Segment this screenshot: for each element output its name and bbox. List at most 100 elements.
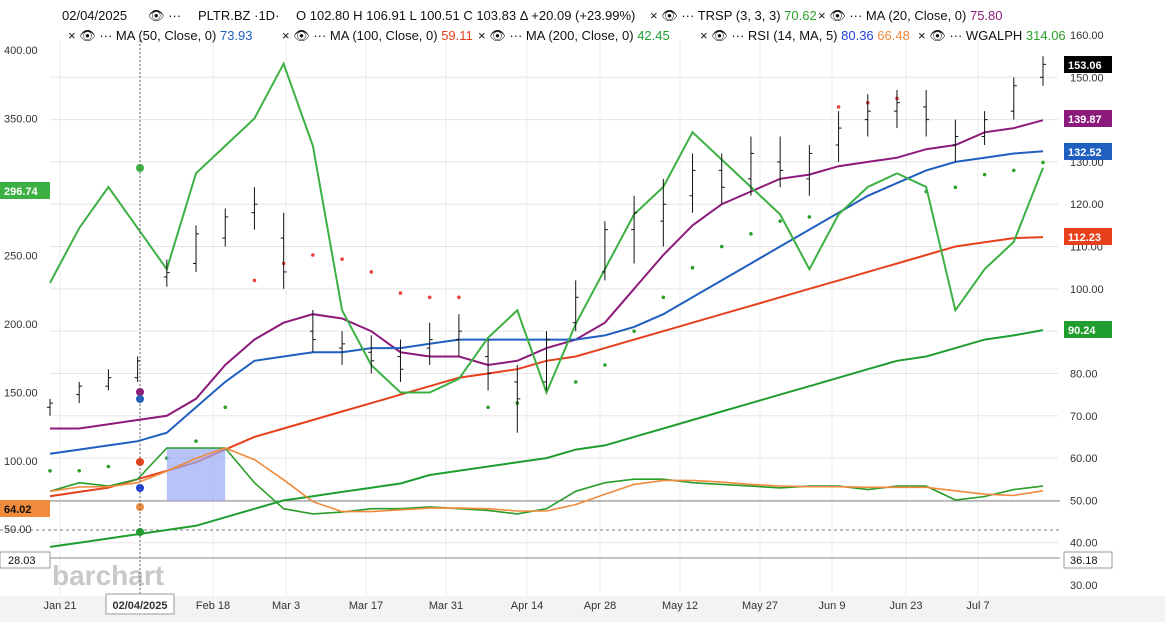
legend-ohlc: O 102.80 H 106.91 L 100.51 C 103.83 Δ +2… (296, 8, 635, 23)
close-icon: × 👁 ··· (700, 28, 748, 43)
legend-item[interactable]: × 👁 ··· MA (20, Close, 0) 75.80 (818, 8, 1003, 23)
wgalph-badge (0, 182, 50, 199)
legend-symbol: PLTR.BZ ·1D· (198, 8, 279, 23)
sar-dot (719, 244, 724, 249)
left-axis-tick: 100.00 (4, 456, 38, 468)
sar-dot (311, 253, 315, 257)
right-axis-tick: 150.00 (1070, 72, 1104, 84)
right-axis-tick: 80.00 (1070, 368, 1098, 380)
legend-item-value: 59.11 (441, 28, 473, 43)
ma100-badge (1064, 228, 1112, 245)
price-bar (777, 136, 784, 188)
price-bar (455, 314, 462, 357)
right-axis-tick: 50.00 (1070, 495, 1098, 507)
x-axis-tick: 02/04/2025 (112, 600, 167, 612)
legend-item[interactable]: × 👁 ··· MA (200, Close, 0) 42.45 (478, 28, 670, 43)
price-bar (893, 90, 900, 129)
price-bar (368, 335, 375, 374)
ma200-badge (1064, 321, 1112, 338)
price-bar (572, 280, 579, 332)
ma20-badge (1064, 110, 1112, 127)
legend-item-name: MA (200, Close, 0) (526, 28, 637, 43)
left-axis: 400.00350.00300.00250.00200.00150.00100.… (0, 45, 51, 569)
price-bar (747, 136, 754, 196)
x-axis-tick: Jun 9 (819, 600, 846, 612)
price-bar (251, 187, 258, 230)
ma50-badge-label: 132.52 (1068, 147, 1102, 159)
rsi-low-badge-label: 28.03 (8, 555, 36, 567)
x-axis-tick: May 12 (662, 600, 698, 612)
legend-item[interactable]: × 👁 ··· WGALPH 314.06 (918, 28, 1066, 43)
left-axis-tick: 250.00 (4, 251, 38, 263)
legend-indicators: × 👁 ··· TRSP (3, 3, 3) 70.62 × 👁 ··· MA (… (68, 8, 1066, 43)
left-axis-tick: 150.00 (4, 388, 38, 400)
x-axis-band (0, 596, 1165, 622)
rsi-ma-badge (0, 500, 50, 517)
legend-item-value: 75.80 (970, 8, 1003, 23)
price-bar (1040, 56, 1046, 86)
legend-item-name: MA (100, Close, 0) (330, 28, 441, 43)
ma100-badge-label: 112.23 (1068, 232, 1101, 244)
x-axis: Jan 21 02/04/2025 Feb 18 Mar 3 Mar 17 Mar 31 A… (43, 593, 990, 615)
price-bar (806, 145, 813, 196)
legend-item-name: TRSP (3, 3, 3) (698, 8, 784, 23)
legend-item-name: WGALPH (966, 28, 1026, 43)
rsi-ma-badge-label: 64.02 (4, 504, 32, 516)
sar-dot (573, 380, 578, 384)
price-bar (835, 111, 842, 162)
ma200-badge-label: 90.24 (1068, 325, 1096, 337)
x-axis-tick: Apr 14 (511, 600, 543, 612)
right-axis-tick: 120.00 (1070, 199, 1104, 211)
price-bar (718, 153, 725, 205)
ma50-marker (136, 395, 144, 403)
price-badge (1064, 56, 1112, 73)
sar-dot (252, 278, 257, 283)
right-axis-tick: 30.00 (1070, 580, 1098, 592)
close-icon: × 👁 ··· (478, 28, 526, 43)
sar-dot (77, 468, 82, 473)
sar-dot (603, 363, 607, 367)
legend-item[interactable]: × 👁 ··· RSI (14, MA, 5) 80.36 66.48 (700, 28, 910, 43)
price-bar (923, 90, 930, 137)
eye-icon[interactable]: 👁 ··· (148, 8, 181, 23)
sar-dots (48, 96, 1045, 473)
price-bar (981, 111, 988, 145)
legend-header: 02/04/2025 👁 ··· PLTR.BZ ·1D· O 102.80 H… (62, 8, 635, 23)
x-axis-tick: May 27 (742, 600, 778, 612)
sar-dot (48, 468, 52, 473)
sar-dot (194, 439, 198, 443)
right-axis-tick: 70.00 (1070, 411, 1098, 423)
sar-dot (749, 232, 753, 236)
close-icon: × 👁 ··· (68, 28, 116, 43)
x-axis-tick: Jan 21 (43, 600, 76, 612)
legend-item-value2: 66.48 (874, 28, 910, 43)
legend-item-name: RSI (14, MA, 5) (748, 28, 841, 43)
wgalph-badge-label: 296.74 (4, 186, 39, 198)
legend-item[interactable]: × 👁 ··· MA (100, Close, 0) 59.11 (282, 28, 473, 43)
price-bar (309, 310, 316, 353)
legend-item[interactable]: × 👁 ··· TRSP (3, 3, 3) 70.62 (650, 8, 817, 23)
sar-dot (457, 295, 461, 300)
grid-lines (0, 40, 1165, 622)
rsi-overbought-fill (166, 448, 226, 501)
x-axis-tick: Feb 18 (196, 600, 230, 612)
sar-dot (632, 329, 636, 333)
rsi-right-badge-label: 36.18 (1070, 555, 1098, 567)
close-icon: × 👁 ··· (282, 28, 330, 43)
x-axis-tick: Mar 3 (272, 600, 300, 612)
price-bar (864, 94, 871, 137)
x-axis-tick: Apr 28 (584, 600, 616, 612)
right-axis-tick: 60.00 (1070, 453, 1098, 465)
legend-item-value: 42.45 (637, 28, 670, 43)
price-bar (222, 208, 229, 247)
legend-date: 02/04/2025 (62, 8, 127, 23)
wgalph-line (49, 61, 1044, 396)
sar-dot (427, 295, 432, 300)
price-bar (47, 398, 53, 416)
legend-item[interactable]: × 👁 ··· MA (50, Close, 0) 73.93 (68, 28, 253, 43)
price-bar (601, 221, 608, 281)
price-badge-label: 153.06 (1068, 60, 1102, 72)
price-bar (543, 331, 550, 391)
close-icon: × 👁 ··· (650, 8, 698, 23)
rsi-low-badge (0, 551, 51, 569)
